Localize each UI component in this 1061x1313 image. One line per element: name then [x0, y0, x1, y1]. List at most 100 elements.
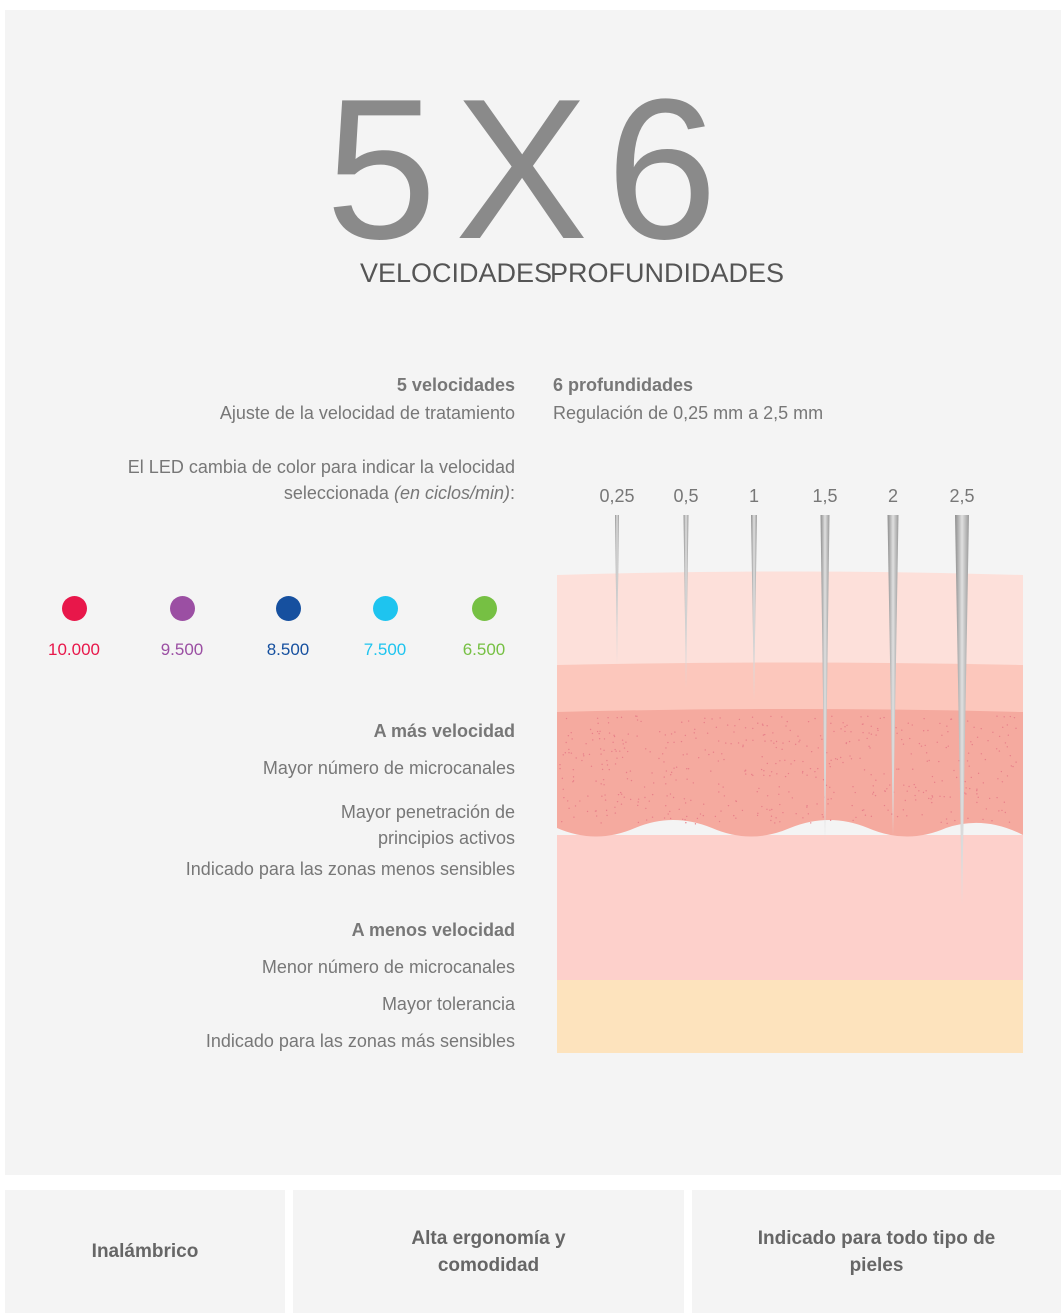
depth-label: 2,5 [949, 486, 974, 506]
speck [973, 727, 974, 728]
speck [850, 731, 851, 732]
speck [818, 747, 819, 748]
speck [930, 798, 931, 799]
speck [727, 724, 728, 725]
speck [599, 738, 600, 739]
speck [568, 808, 569, 809]
speck [967, 818, 968, 819]
speck [802, 817, 803, 818]
speck [568, 752, 569, 753]
speck [592, 739, 593, 740]
speck [889, 784, 890, 785]
speck [923, 792, 924, 793]
speck [806, 805, 807, 806]
speck [596, 815, 597, 816]
speck [609, 732, 610, 733]
speck [713, 752, 714, 753]
speck [591, 766, 592, 767]
speck [814, 718, 815, 719]
speck [822, 814, 823, 815]
speck [840, 728, 841, 729]
speck [606, 760, 607, 761]
speck [707, 733, 708, 734]
speck [817, 768, 818, 769]
speck [865, 815, 866, 816]
speck [619, 750, 620, 751]
speck [622, 739, 623, 740]
speck [770, 716, 771, 717]
speck [772, 732, 773, 733]
speck [669, 811, 670, 812]
speck [763, 775, 764, 776]
speck [837, 759, 838, 760]
speck [969, 766, 970, 767]
speck [615, 763, 616, 764]
speck [782, 812, 783, 813]
speck [682, 819, 683, 820]
speck [612, 742, 613, 743]
speck [573, 776, 574, 777]
speck [787, 721, 788, 722]
speck [721, 753, 722, 754]
speck [896, 768, 897, 769]
speck [685, 802, 686, 803]
speck [752, 728, 753, 729]
feature-text: Inalámbrico [92, 1238, 199, 1265]
speck [587, 811, 588, 812]
speck [571, 752, 572, 753]
speck [644, 786, 645, 787]
speck [946, 818, 947, 819]
speck [976, 789, 977, 790]
speck [583, 753, 584, 754]
speck [666, 770, 667, 771]
speck [1007, 724, 1008, 725]
speck [877, 730, 878, 731]
speck [686, 753, 687, 754]
speck [971, 777, 972, 778]
speck [810, 822, 811, 823]
speck [719, 717, 720, 718]
speck [901, 739, 902, 740]
speck [978, 773, 979, 774]
speck [815, 777, 816, 778]
speck [1007, 746, 1008, 747]
speck [609, 769, 610, 770]
speck [932, 776, 933, 777]
speck [664, 776, 665, 777]
speck [757, 815, 758, 816]
speck [794, 760, 795, 761]
speck [673, 767, 674, 768]
speck [976, 790, 977, 791]
speck [897, 816, 898, 817]
speck [607, 717, 608, 718]
skin-diagram: 0,250,511,522,5 [0, 0, 1061, 1100]
speck [618, 794, 619, 795]
speck [563, 789, 564, 790]
speck [827, 803, 828, 804]
speck [802, 772, 803, 773]
speck [688, 720, 689, 721]
speck [715, 816, 716, 817]
speck [956, 777, 957, 778]
speck [725, 742, 726, 743]
speck [601, 796, 602, 797]
more-item: Mayor penetración de principios activos [325, 799, 515, 851]
speck [703, 815, 704, 816]
speck [948, 745, 949, 746]
speck [915, 799, 916, 800]
speck [965, 793, 966, 794]
speck [903, 809, 904, 810]
speck [939, 723, 940, 724]
speck [606, 810, 607, 811]
speck [571, 738, 572, 739]
speck [944, 796, 945, 797]
speck [695, 823, 696, 824]
speck [903, 784, 904, 785]
depth-label: 1,5 [812, 486, 837, 506]
speck [811, 751, 812, 752]
speck [1015, 761, 1016, 762]
speck [590, 729, 591, 730]
speck [598, 733, 599, 734]
speck [859, 758, 860, 759]
speck [802, 761, 803, 762]
